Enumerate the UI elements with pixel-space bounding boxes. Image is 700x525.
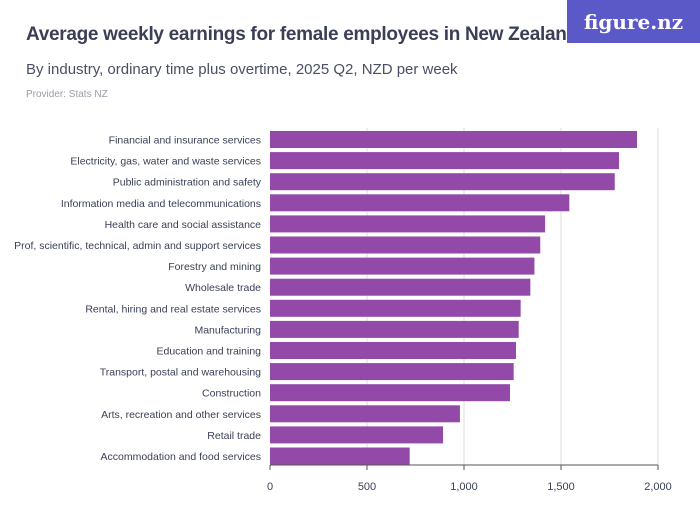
tick-label: 2,000 xyxy=(644,481,672,493)
bar xyxy=(270,257,535,275)
category-label: Forestry and mining xyxy=(168,261,261,273)
bar xyxy=(270,215,546,233)
bar xyxy=(270,426,444,444)
category-label: Construction xyxy=(202,388,261,400)
category-label: Accommodation and food services xyxy=(101,451,262,463)
bar xyxy=(270,320,519,338)
category-label: Information media and telecommunications xyxy=(61,198,261,210)
bar xyxy=(270,131,638,148)
tick-label: 1,000 xyxy=(450,481,478,493)
category-label: Rental, hiring and real estate services xyxy=(85,303,261,315)
category-label: Transport, postal and warehousing xyxy=(100,367,261,379)
chart-title: Average weekly earnings for female emplo… xyxy=(26,24,578,45)
bar xyxy=(270,173,615,191)
bar xyxy=(270,384,510,402)
bar xyxy=(270,342,516,359)
tick-label: 1,500 xyxy=(547,481,575,493)
bar xyxy=(270,299,521,317)
chart-subtitle: By industry, ordinary time plus overtime… xyxy=(26,61,458,78)
category-label: Health care and social assistance xyxy=(105,219,262,231)
bar xyxy=(270,405,460,423)
bar xyxy=(270,363,514,381)
provider-text: Provider: Stats NZ xyxy=(26,89,108,100)
bar xyxy=(270,194,570,212)
bar xyxy=(270,152,620,170)
category-label: Wholesale trade xyxy=(185,282,261,294)
bar xyxy=(270,236,541,254)
category-label: Public administration and safety xyxy=(113,177,262,189)
category-label: Arts, recreation and other services xyxy=(101,409,261,421)
category-label: Prof, scientific, technical, admin and s… xyxy=(14,240,261,252)
category-label: Financial and insurance services xyxy=(109,135,261,147)
category-label: Electricity, gas, water and waste servic… xyxy=(70,156,261,168)
tick-label: 0 xyxy=(267,481,273,493)
bar xyxy=(270,447,410,465)
figure-nz-logo[interactable]: figure.nz xyxy=(567,0,700,43)
category-label: Education and training xyxy=(157,346,262,358)
category-label: Retail trade xyxy=(207,430,261,442)
bar xyxy=(270,278,531,296)
tick-label: 500 xyxy=(358,481,376,493)
category-label: Manufacturing xyxy=(194,324,261,336)
